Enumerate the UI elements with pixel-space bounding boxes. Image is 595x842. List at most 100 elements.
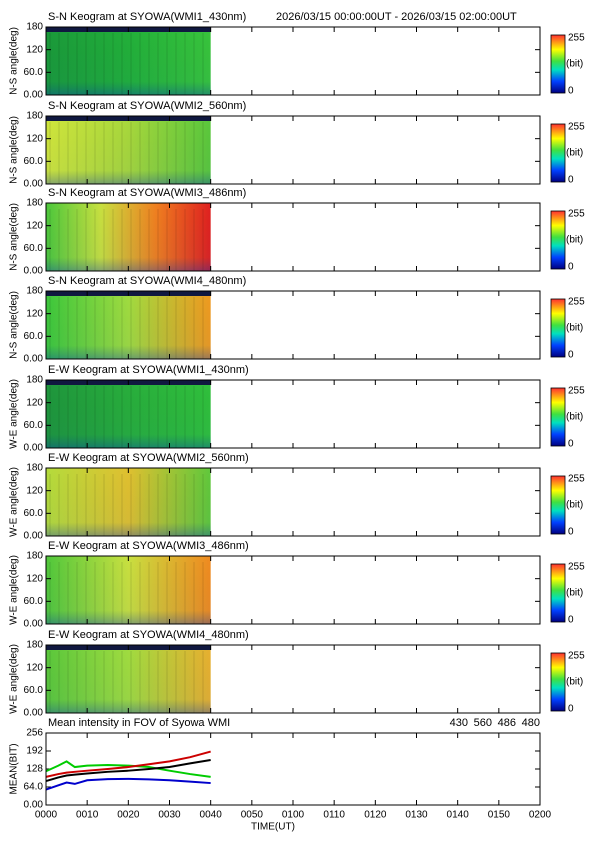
colorbar-min: 0: [568, 350, 574, 361]
y-tick-label: 180: [26, 198, 43, 209]
chart-title: E-W Keogram at SYOWA(WMI3_486nm): [48, 540, 249, 552]
x-tick-label: 0150: [488, 810, 511, 821]
colorbar-max: 255: [568, 209, 585, 220]
colorbar: [550, 475, 566, 535]
y-tick-label: 60.0: [24, 156, 44, 167]
y-tick-label: 180: [26, 551, 43, 562]
colorbar-max: 255: [568, 474, 585, 485]
y-tick-label: 60.0: [24, 331, 44, 342]
plot-frame: [45, 467, 541, 537]
y-tick-label: 180: [26, 111, 43, 122]
y-tick-label: 60.0: [24, 420, 44, 431]
y-tick-label: 256: [26, 728, 43, 739]
y-axis-label: W-E angle(deg): [9, 379, 20, 449]
y-tick-label: 120: [26, 220, 43, 231]
plot-frame: [45, 644, 541, 714]
y-tick-label: 192: [26, 746, 43, 757]
legend-entry: 480: [522, 717, 540, 729]
y-tick-label: 60.0: [24, 596, 44, 607]
keogram-shade: [46, 645, 211, 713]
y-axis-label: N-S angle(deg): [9, 291, 20, 359]
keogram-shade: [46, 380, 211, 448]
colorbar-min: 0: [568, 175, 574, 186]
x-axis-label: TIME(UT): [251, 822, 295, 833]
keogram-shade: [46, 556, 211, 624]
y-axis-label: N-S angle(deg): [9, 27, 20, 95]
y-axis-label: W-E angle(deg): [9, 555, 20, 625]
plot-frame: [45, 555, 541, 625]
chart-subtitle: 2026/03/15 00:00:00UT - 2026/03/15 02:00…: [276, 11, 517, 23]
y-tick-label: 120: [26, 44, 43, 55]
plot-frame: [45, 732, 541, 806]
colorbar-min: 0: [568, 704, 574, 715]
y-axis-label: W-E angle(deg): [9, 467, 20, 537]
chart-title: E-W Keogram at SYOWA(WMI4_480nm): [48, 629, 249, 641]
y-tick-label: 0.00: [24, 179, 44, 190]
keogram-shade: [46, 468, 211, 536]
colorbar: [550, 563, 566, 623]
chart-title: E-W Keogram at SYOWA(WMI1_430nm): [48, 364, 249, 376]
x-tick-label: 0100: [282, 810, 305, 821]
y-tick-label: 0.00: [24, 531, 44, 542]
colorbar: [550, 652, 566, 712]
colorbar-unit: (bit): [566, 677, 583, 688]
y-tick-label: 180: [26, 286, 43, 297]
colorbar-unit: (bit): [566, 323, 583, 334]
colorbar-min: 0: [568, 86, 574, 97]
colorbar-max: 255: [568, 297, 585, 308]
x-tick-label: 0200: [529, 810, 552, 821]
y-tick-label: 128: [26, 764, 43, 775]
chart-title: S-N Keogram at SYOWA(WMI4_480nm): [48, 275, 246, 287]
y-tick-label: 0.00: [24, 266, 44, 277]
plot-frame: [45, 115, 541, 185]
chart-title: S-N Keogram at SYOWA(WMI2_560nm): [48, 100, 246, 112]
x-tick-label: 0040: [200, 810, 223, 821]
y-axis-label: N-S angle(deg): [9, 116, 20, 184]
x-tick-label: 0000: [35, 810, 58, 821]
y-tick-label: 120: [26, 308, 43, 319]
x-tick-label: 0120: [364, 810, 387, 821]
x-tick-label: 0030: [158, 810, 181, 821]
colorbar-max: 255: [568, 562, 585, 573]
colorbar-min: 0: [568, 615, 574, 626]
y-tick-label: 0.00: [24, 90, 44, 101]
plot-frame: [45, 202, 541, 272]
colorbar-unit: (bit): [566, 59, 583, 70]
y-tick-label: 180: [26, 463, 43, 474]
y-tick-label: 60.0: [24, 67, 44, 78]
colorbar-max: 255: [568, 386, 585, 397]
colorbar-max: 255: [568, 122, 585, 133]
colorbar-max: 255: [568, 33, 585, 44]
y-tick-label: 0.00: [24, 443, 44, 454]
y-axis-label: MEAN(BIT): [9, 743, 20, 794]
legend-entry: 486: [498, 717, 516, 729]
y-axis-label: W-E angle(deg): [9, 644, 20, 714]
y-tick-label: 120: [26, 485, 43, 496]
colorbar-min: 0: [568, 527, 574, 538]
y-tick-label: 64.0: [24, 782, 44, 793]
y-tick-label: 60.0: [24, 508, 44, 519]
chart-title: E-W Keogram at SYOWA(WMI2_560nm): [48, 452, 249, 464]
y-tick-label: 0.00: [24, 354, 44, 365]
chart-title: Mean intensity in FOV of Syowa WMI: [48, 717, 230, 729]
plot-frame: [45, 290, 541, 360]
chart-title: S-N Keogram at SYOWA(WMI3_486nm): [48, 187, 246, 199]
y-axis-label: N-S angle(deg): [9, 203, 20, 271]
plot-frame: [45, 26, 541, 96]
series-line: [45, 750, 211, 778]
colorbar-unit: (bit): [566, 412, 583, 423]
y-tick-label: 60.0: [24, 243, 44, 254]
colorbar-max: 255: [568, 651, 585, 662]
y-tick-label: 0.00: [24, 619, 44, 630]
y-tick-label: 120: [26, 573, 43, 584]
x-tick-label: 0110: [323, 810, 345, 821]
keogram-shade: [46, 116, 211, 184]
keogram-shade: [46, 291, 211, 359]
series-line: [45, 777, 211, 791]
x-tick-label: 0020: [117, 810, 140, 821]
colorbar: [550, 298, 566, 358]
colorbar-unit: (bit): [566, 588, 583, 599]
x-tick-label: 0010: [76, 810, 99, 821]
colorbar-min: 0: [568, 262, 574, 273]
